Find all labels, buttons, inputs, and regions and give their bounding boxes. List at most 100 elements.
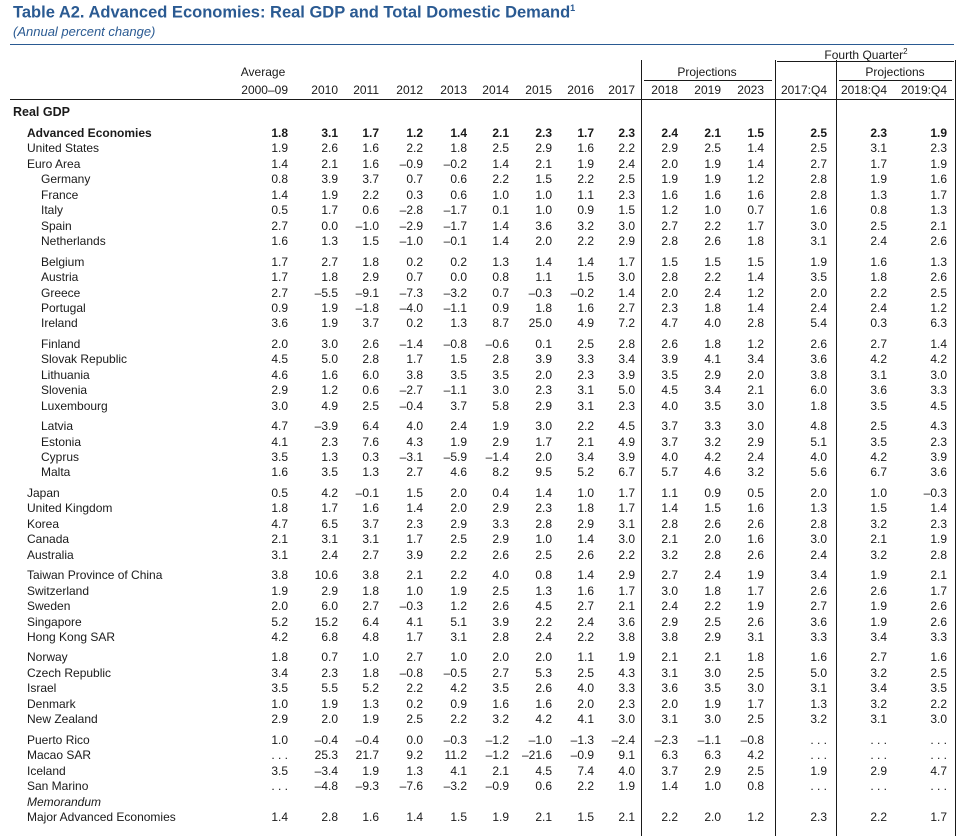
row-value: 2.7 — [870, 336, 887, 351]
row-value: 1.5 — [406, 485, 423, 500]
row-value: 3.6 — [810, 352, 827, 367]
row-value: 7.6 — [362, 434, 379, 449]
row-value: 2.3 — [618, 398, 635, 413]
row-value: 3.3 — [704, 419, 721, 434]
row-value: 6.3 — [930, 316, 947, 331]
row-value: 3.8 — [810, 367, 827, 382]
row-value: 2.2 — [535, 614, 552, 629]
row-value: 3.1 — [870, 367, 887, 382]
row-value: –4.8 — [314, 779, 338, 793]
row-value: 3.1 — [271, 547, 288, 562]
row-label: Ireland — [41, 316, 78, 331]
row-value: 4.7 — [661, 316, 678, 331]
row-value: 2.2 — [704, 218, 721, 233]
row-value: 1.3 — [810, 501, 827, 516]
row-value: 3.1 — [577, 383, 594, 398]
row-value: 4.2 — [535, 712, 552, 727]
row-value: 2.6 — [362, 336, 379, 351]
row-value: 3.0 — [661, 583, 678, 598]
row-value: 1.8 — [362, 665, 379, 680]
row-value: 2.7 — [577, 599, 594, 613]
column-header: 2010 — [311, 83, 338, 97]
table-row: Slovenia 2.9 1.2 0.6 –2.7 –1.1 3.0 2.3 3.1 5.0 4.5… — [0, 383, 960, 398]
row-value: 3.1 — [870, 712, 887, 727]
row-value: 1.5 — [577, 809, 594, 824]
table-row: New Zealand 2.9 2.0 1.9 2.5 2.2 3.2 4.2 4.1 3.0 3.… — [0, 712, 960, 727]
row-value: 1.9 — [810, 254, 827, 269]
row-value: 3.4 — [271, 665, 288, 680]
row-value: 0.5 — [271, 485, 288, 500]
row-value: –1.7 — [443, 218, 467, 233]
column-header: 2011 — [353, 83, 379, 97]
row-value: 2.8 — [747, 316, 764, 331]
table-row: Portugal 0.9 1.9 –1.8 –4.0 –1.1 0.9 1.8 1.6 2.7 2.… — [0, 301, 960, 316]
row-value: 1.4 — [661, 501, 678, 516]
row-value: 3.7 — [450, 398, 467, 413]
row-value: 5.3 — [535, 665, 552, 680]
row-value: 2.1 — [747, 383, 764, 398]
row-value: 4.5 — [271, 352, 288, 367]
row-value: 2.6 — [321, 141, 338, 156]
row-value: 9.2 — [406, 748, 423, 763]
row-value: 3.0 — [810, 218, 827, 233]
row-value: 1.5 — [450, 809, 467, 824]
row-value: 1.8 — [704, 300, 721, 315]
row-value: 1.2 — [747, 172, 764, 187]
row-value: 2.6 — [930, 270, 947, 284]
row-value: 3.9 — [618, 367, 635, 382]
row-value: 2.2 — [577, 779, 594, 793]
row-value: 4.9 — [321, 398, 338, 413]
row-value: 2.6 — [930, 234, 947, 249]
row-value: 6.0 — [362, 367, 379, 382]
row-value: 3.3 — [492, 516, 509, 531]
row-value: 2.1 — [704, 650, 721, 665]
row-value: . . . — [271, 748, 288, 763]
row-value: 2.5 — [535, 547, 552, 562]
row-value: –0.1 — [355, 485, 379, 500]
row-value: 2.7 — [271, 218, 288, 233]
row-value: 2.2 — [492, 172, 509, 187]
row-value: 2.9 — [271, 712, 288, 727]
table-row: Czech Republic 3.4 2.3 1.8 –0.8 –0.5 2.7 5.3 2.5… — [0, 666, 960, 681]
row-label: Israel — [27, 681, 57, 696]
table-row: Germany 0.8 3.9 3.7 0.7 0.6 2.2 1.5 2.2 2.5 1.9 1.9… — [0, 172, 960, 187]
row-value: 4.0 — [661, 398, 678, 413]
row-value: 1.4 — [271, 809, 288, 824]
row-value: 3.9 — [406, 547, 423, 562]
row-value: 2.7 — [870, 650, 887, 665]
row-value: –2.4 — [611, 732, 635, 747]
row-value: 1.4 — [271, 156, 288, 171]
header-rule — [10, 99, 954, 100]
row-value: 1.7 — [406, 630, 423, 644]
row-value: . . . — [930, 748, 947, 763]
table-row: Korea 4.7 6.5 3.7 2.3 2.9 3.3 2.8 2.9 3.1 2.8 2.6 2.… — [0, 517, 960, 532]
projections-header: Projections — [677, 65, 737, 79]
row-value: 1.7 — [930, 187, 947, 202]
row-value: 2.4 — [321, 547, 338, 562]
row-value: 3.1 — [747, 630, 764, 644]
row-value: 3.3 — [930, 383, 947, 398]
row-value: 2.6 — [747, 614, 764, 629]
row-value: 2.5 — [406, 712, 423, 727]
row-value: 1.0 — [704, 203, 721, 218]
row-value: 1.3 — [406, 763, 423, 778]
row-value: 3.2 — [661, 547, 678, 562]
row-value: 7.4 — [577, 763, 594, 778]
row-value: 3.1 — [661, 665, 678, 680]
row-value: 25.3 — [314, 748, 338, 763]
row-value: 1.9 — [362, 712, 379, 727]
row-value: 3.9 — [492, 614, 509, 629]
row-value: –1.1 — [443, 383, 467, 398]
row-value: 2.1 — [535, 809, 552, 824]
row-value: . . . — [810, 779, 827, 793]
row-value: 1.7 — [362, 126, 379, 140]
table-title: Table A2. Advanced Economies: Real GDP a… — [13, 3, 575, 23]
column-header: 2017:Q4 — [780, 83, 827, 97]
row-value: 2.3 — [535, 126, 552, 140]
row-label: United States — [27, 141, 100, 156]
row-value: 2.3 — [406, 516, 423, 531]
row-value: 0.0 — [406, 732, 423, 747]
row-value: 1.9 — [870, 599, 887, 613]
row-value: 2.6 — [747, 516, 764, 531]
fourth-quarter-footnote-marker: 2 — [903, 47, 908, 56]
